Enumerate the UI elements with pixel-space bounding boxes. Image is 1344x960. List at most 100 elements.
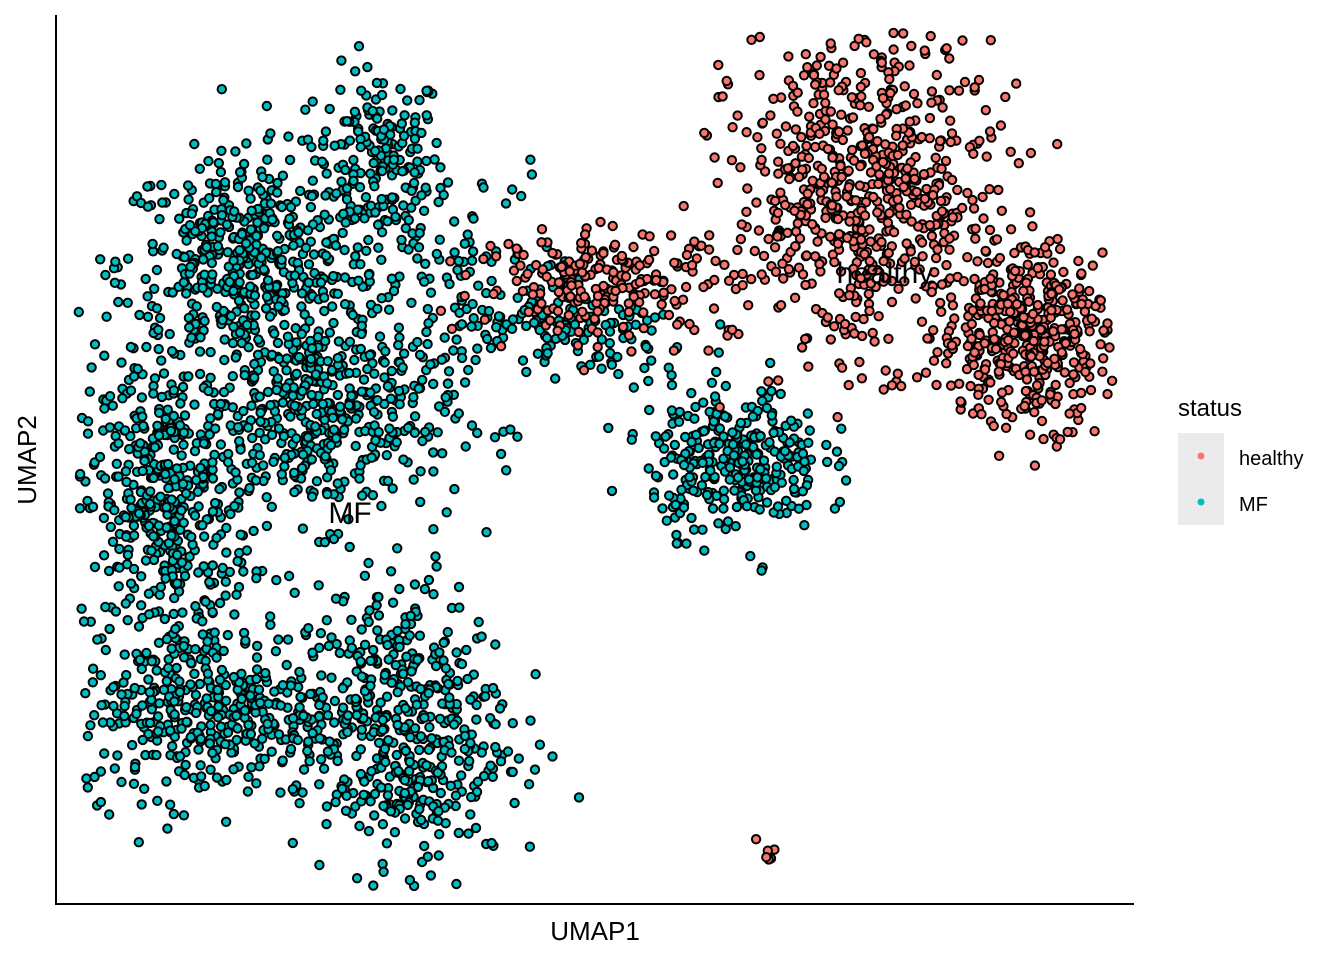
point-mf	[435, 162, 446, 173]
point-healthy	[883, 333, 894, 344]
point-mf	[434, 234, 445, 245]
point-healthy	[818, 89, 830, 100]
point-healthy	[953, 85, 965, 96]
point-healthy	[1019, 400, 1030, 412]
point-healthy	[920, 367, 932, 378]
point-mf	[122, 615, 133, 626]
point-mf	[525, 715, 536, 726]
point-mf	[139, 455, 150, 467]
point-healthy	[1045, 389, 1056, 400]
point-mf	[233, 581, 245, 593]
point-mf	[218, 386, 230, 398]
point-healthy	[815, 187, 826, 198]
point-mf	[414, 744, 425, 756]
point-mf	[140, 555, 152, 566]
point-healthy	[1068, 369, 1079, 380]
point-mf	[453, 755, 465, 766]
point-healthy	[1022, 259, 1034, 270]
point-healthy	[872, 207, 883, 218]
point-mf	[391, 437, 402, 448]
point-mf	[424, 722, 435, 733]
point-mf	[355, 744, 366, 755]
point-mf	[327, 412, 339, 423]
point-mf	[406, 297, 417, 308]
point-mf	[359, 570, 371, 581]
point-mf	[397, 362, 408, 373]
point-healthy	[873, 311, 884, 322]
point-mf	[401, 651, 412, 662]
point-mf	[356, 85, 367, 96]
point-mf	[270, 646, 282, 657]
point-healthy	[969, 273, 980, 285]
point-healthy	[1004, 316, 1015, 327]
point-mf	[473, 616, 484, 628]
point-mf	[153, 430, 165, 441]
point-mf	[279, 452, 290, 463]
point-mf	[362, 363, 373, 375]
point-mf	[169, 474, 180, 485]
point-mf	[137, 734, 148, 746]
point-healthy	[787, 140, 799, 152]
point-mf	[234, 327, 246, 338]
point-healthy	[666, 284, 677, 295]
point-mf	[354, 182, 366, 193]
point-mf	[333, 336, 345, 347]
point-mf	[393, 385, 405, 397]
point-mf	[204, 429, 215, 440]
point-mf	[322, 356, 333, 367]
point-mf	[318, 763, 330, 774]
legend: status healthy MF	[1178, 395, 1304, 525]
point-healthy	[946, 340, 958, 351]
point-mf	[743, 474, 755, 485]
point-mf	[161, 502, 172, 513]
point-mf	[381, 450, 392, 461]
point-healthy	[797, 269, 809, 280]
point-mf	[318, 135, 329, 146]
point-mf	[422, 338, 433, 350]
point-healthy	[796, 342, 808, 353]
point-mf	[211, 652, 222, 663]
point-mf	[347, 309, 358, 321]
point-mf	[126, 502, 137, 513]
point-healthy	[825, 231, 836, 243]
point-healthy	[577, 306, 588, 317]
point-mf	[243, 719, 254, 731]
point-mf	[372, 219, 384, 231]
point-mf	[275, 700, 286, 711]
point-mf	[87, 501, 99, 512]
point-mf	[310, 421, 321, 432]
point-mf	[217, 314, 228, 326]
point-mf	[136, 799, 147, 810]
point-mf	[375, 697, 386, 708]
point-healthy	[822, 143, 834, 155]
point-mf	[328, 533, 340, 545]
point-mf	[747, 411, 759, 422]
point-healthy	[1025, 147, 1037, 159]
point-mf	[714, 438, 725, 449]
point-healthy	[926, 86, 938, 97]
point-mf	[363, 825, 375, 837]
point-mf	[247, 432, 258, 444]
point-mf	[185, 731, 197, 743]
point-mf	[433, 806, 444, 817]
point-mf	[116, 776, 127, 788]
point-mf	[473, 280, 484, 291]
point-healthy	[511, 275, 522, 287]
point-healthy	[899, 276, 910, 287]
point-mf	[382, 790, 394, 801]
point-mf	[287, 390, 298, 401]
point-mf	[452, 264, 463, 276]
point-mf	[696, 480, 708, 491]
point-mf	[414, 630, 426, 641]
point-healthy	[610, 285, 621, 297]
point-mf	[389, 827, 401, 838]
point-mf	[282, 331, 294, 342]
point-mf	[306, 389, 317, 401]
point-mf	[387, 597, 399, 608]
point-mf	[201, 693, 212, 704]
point-mf	[381, 838, 393, 849]
point-mf	[355, 141, 366, 153]
point-healthy	[843, 182, 854, 193]
point-mf	[403, 214, 414, 226]
point-mf	[169, 696, 180, 707]
